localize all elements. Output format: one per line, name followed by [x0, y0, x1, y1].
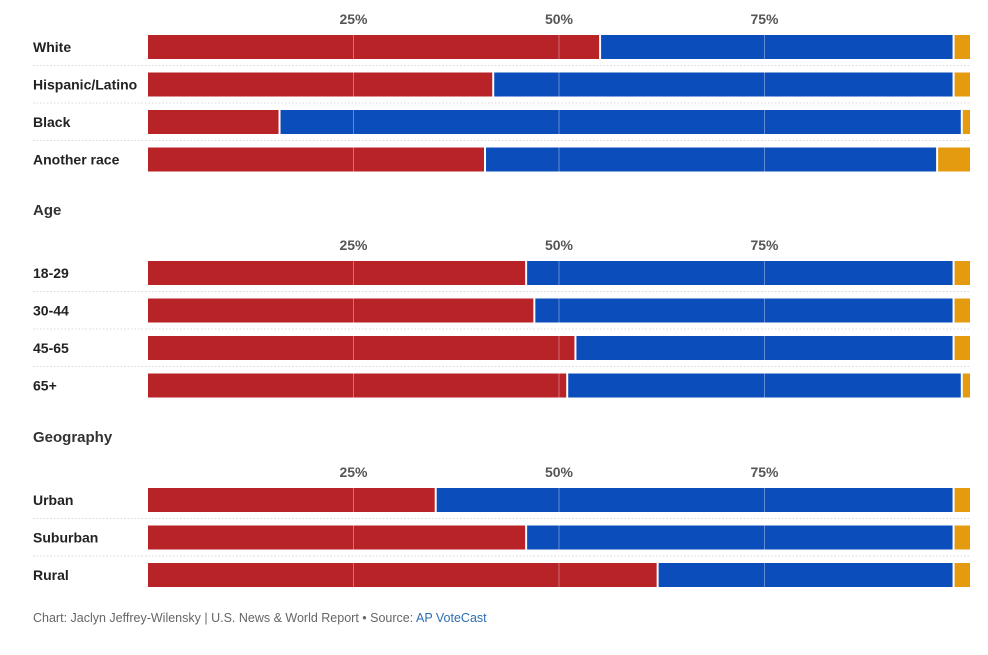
row-label: Hispanic/Latino [33, 77, 137, 93]
bar-segment-other [953, 298, 970, 323]
tick-label: 50% [545, 11, 574, 27]
bar-segment-other [961, 373, 970, 398]
bar-segment-democrat [657, 563, 954, 587]
bar-segment-republican [148, 72, 494, 97]
row-label: 18-29 [33, 265, 69, 281]
bar-segment-democrat [485, 147, 938, 172]
panel-title: Geography [33, 429, 113, 446]
tick-label: 25% [339, 11, 368, 27]
bar-segment-republican [148, 261, 527, 285]
chart-canvas: 25% 50% 75% White Hispanic/Latino Black Anothe… [33, 11, 970, 587]
bar-segment-democrat [279, 110, 962, 134]
bar-segment-other [937, 147, 970, 172]
bar-segment-democrat [526, 261, 954, 285]
bar-segment-republican [148, 563, 658, 587]
row-label: Rural [33, 567, 69, 583]
row-label: Suburban [33, 530, 98, 546]
bar-segment-republican [148, 373, 568, 398]
bar-segment-republican [148, 488, 436, 512]
row-label: Another race [33, 152, 120, 168]
bar-segment-other [953, 261, 970, 285]
bar-segment-democrat [534, 298, 954, 323]
chart-panel-1: Age 25% 50% 75% 18-29 30-44 45-65 65+ [33, 202, 970, 398]
bar-segment-other [953, 563, 970, 587]
bar-segment-republican [148, 110, 280, 134]
panel-title: Age [33, 202, 61, 219]
row-label: Black [33, 114, 71, 130]
bar-segment-other [961, 110, 970, 134]
chart-panel-0: 25% 50% 75% White Hispanic/Latino Black Anothe… [33, 11, 970, 172]
tick-label: 25% [339, 464, 368, 480]
tick-label: 50% [545, 237, 574, 253]
bar-segment-democrat [575, 336, 954, 360]
bar-segment-other [953, 525, 970, 550]
row-label: Urban [33, 492, 73, 508]
bar-segment-republican [148, 298, 535, 323]
row-label: 45-65 [33, 340, 69, 356]
tick-label: 75% [750, 237, 779, 253]
bar-segment-republican [148, 35, 601, 59]
chart-footer: Chart: Jaclyn Jeffrey-Wilensky | U.S. Ne… [33, 611, 487, 625]
row-label: 30-44 [33, 303, 69, 319]
bar-segment-other [953, 488, 970, 512]
row-label: White [33, 39, 71, 55]
bar-segment-democrat [600, 35, 954, 59]
tick-label: 50% [545, 464, 574, 480]
bar-segment-democrat [526, 525, 954, 550]
bar-segment-other [953, 336, 970, 360]
tick-label: 25% [339, 237, 368, 253]
source-link[interactable]: AP VoteCast [415, 611, 487, 625]
bar-segment-republican [148, 525, 527, 550]
bar-segment-republican [148, 147, 486, 172]
bar-segment-democrat [493, 72, 954, 97]
bar-segment-other [953, 35, 970, 59]
row-label: 65+ [33, 378, 57, 394]
bar-segment-republican [148, 336, 576, 360]
credit-text: Chart: Jaclyn Jeffrey-Wilensky | U.S. Ne… [33, 611, 416, 625]
bar-segment-other [953, 72, 970, 97]
tick-label: 75% [750, 464, 779, 480]
bar-segment-democrat [435, 488, 954, 512]
tick-label: 75% [750, 11, 779, 27]
chart-panel-2: Geography 25% 50% 75% Urban Suburban Rural [33, 429, 970, 587]
bar-segment-democrat [567, 373, 962, 398]
